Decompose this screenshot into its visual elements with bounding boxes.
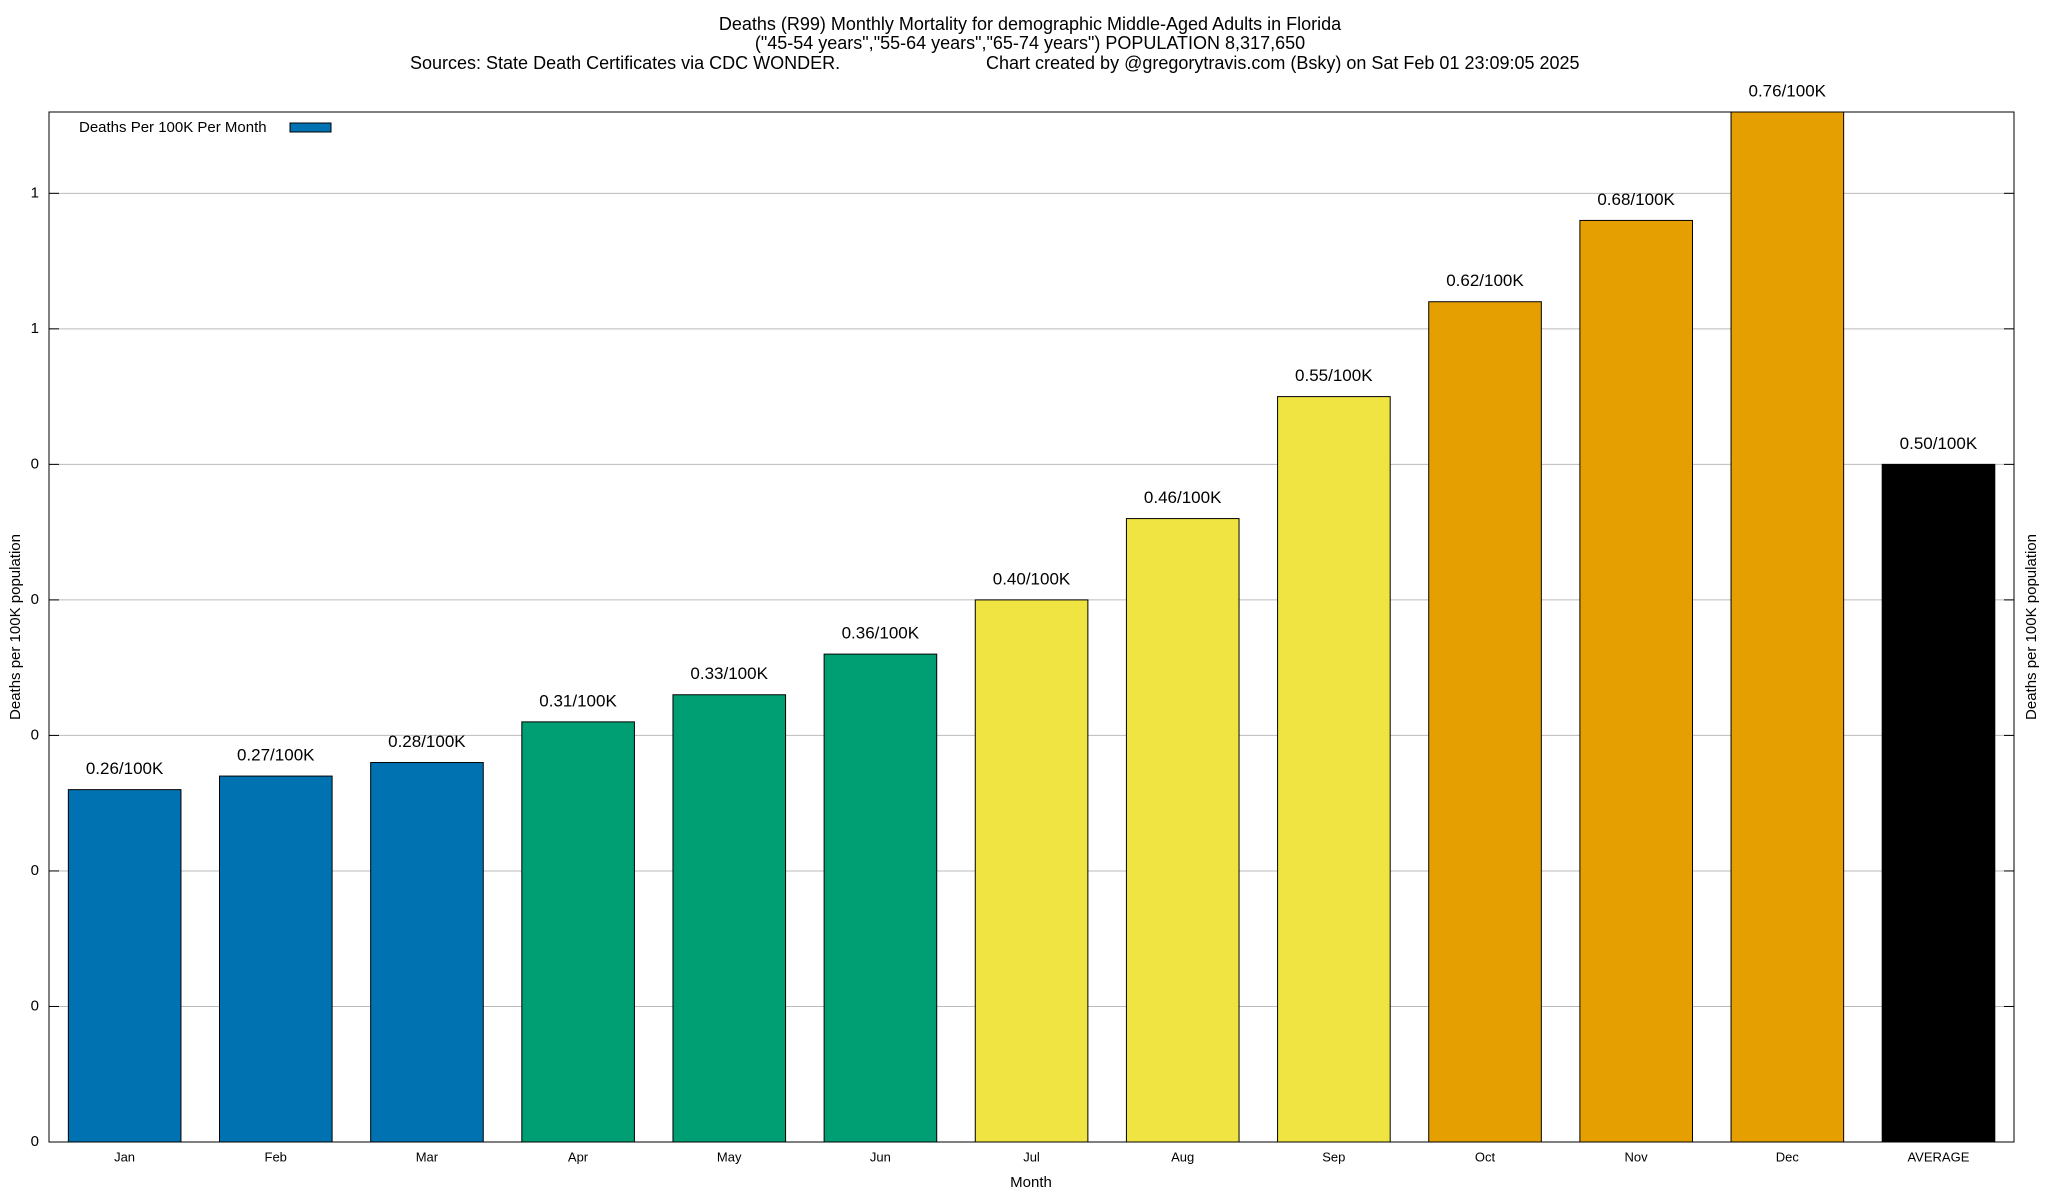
bar <box>521 721 635 1143</box>
bar <box>219 775 333 1143</box>
x-tick-label: Aug <box>1171 1149 1194 1164</box>
value-label: 0.50/100K <box>1900 434 1978 453</box>
value-label: 0.46/100K <box>1144 488 1222 507</box>
legend-swatch <box>289 122 332 133</box>
value-label: 0.36/100K <box>842 624 920 643</box>
y-tick-label: 0 <box>31 455 39 472</box>
y-tick-label: 0 <box>31 726 39 743</box>
y-tick-label: 1 <box>31 184 39 201</box>
value-label: 0.26/100K <box>86 759 164 778</box>
value-label: 0.40/100K <box>993 569 1071 588</box>
y2-axis-label: Deaths per 100K population <box>2023 534 2040 720</box>
chart-subtitle: ("45-54 years","55-64 years","65-74 year… <box>755 33 1305 53</box>
value-label: 0.28/100K <box>388 732 466 751</box>
value-label: 0.31/100K <box>539 691 617 710</box>
bar <box>1579 219 1693 1143</box>
y-axis-label: Deaths per 100K population <box>7 534 24 720</box>
value-label: 0.76/100K <box>1749 81 1827 100</box>
bar <box>974 599 1089 1143</box>
bar <box>823 653 938 1143</box>
x-tick-label: Feb <box>265 1149 287 1164</box>
y-tick-label: 0 <box>31 997 39 1014</box>
x-tick-label: Dec <box>1776 1149 1800 1164</box>
x-tick-label: Nov <box>1625 1149 1649 1164</box>
bar <box>1277 396 1391 1143</box>
x-axis-label: Month <box>1010 1174 1052 1191</box>
credit: Chart created by @gregorytravis.com (Bsk… <box>986 53 1580 73</box>
value-label: 0.33/100K <box>690 664 768 683</box>
x-tick-label: May <box>717 1149 742 1164</box>
value-label: 0.68/100K <box>1597 190 1675 209</box>
bar <box>1125 518 1240 1143</box>
y-tick-label: 0 <box>31 591 39 608</box>
x-tick-label: Jun <box>870 1149 891 1164</box>
bar <box>1730 111 1845 1143</box>
y-tick-label: 0 <box>31 1133 39 1150</box>
bar <box>1428 301 1542 1143</box>
x-tick-label: Jul <box>1023 1149 1040 1164</box>
x-tick-label: Apr <box>568 1149 589 1164</box>
legend-label: Deaths Per 100K Per Month <box>79 119 267 136</box>
y-tick-label: 0 <box>31 862 39 879</box>
bar <box>672 694 787 1143</box>
sources: Sources: State Death Certificates via CD… <box>410 53 840 73</box>
bar <box>370 762 484 1143</box>
x-tick-label: Sep <box>1322 1149 1345 1164</box>
chart-title: Deaths (R99) Monthly Mortality for demog… <box>719 14 1342 34</box>
x-tick-label: Mar <box>416 1149 439 1164</box>
bar <box>1881 463 1996 1143</box>
value-label: 0.62/100K <box>1446 271 1524 290</box>
value-label: 0.27/100K <box>237 746 315 765</box>
value-label: 0.55/100K <box>1295 366 1373 385</box>
bar <box>67 789 182 1143</box>
y-tick-label: 1 <box>31 320 39 337</box>
x-tick-label: Jan <box>114 1149 135 1164</box>
x-tick-label: Oct <box>1475 1149 1496 1164</box>
x-tick-label: AVERAGE <box>1907 1149 1969 1164</box>
